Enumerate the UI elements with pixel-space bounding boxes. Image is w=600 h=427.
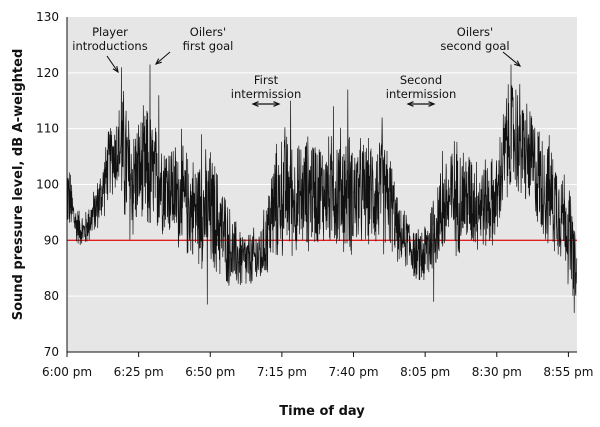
arrowhead (514, 60, 522, 67)
x-tick-label: 6:50 pm (185, 365, 235, 379)
annotation-text: First (254, 73, 279, 87)
annotation: Oilers'first goal (154, 25, 234, 65)
x-tick-label: 8:55 pm (543, 365, 593, 379)
y-tick-label: 80 (44, 289, 59, 303)
axes (66, 17, 577, 353)
annotation-text: Second (400, 73, 442, 87)
sound-level-series-line (66, 64, 578, 313)
y-tick-label: 110 (36, 122, 59, 136)
x-tick-label: 6:00 pm (42, 365, 92, 379)
arrowhead (406, 101, 414, 107)
y-tick-label: 120 (36, 66, 59, 80)
x-axis-title: Time of day (279, 404, 365, 419)
x-tick-labels: 6:00 pm 6:25 pm 6:50 pm 7:15 pm 7:40 pm 8:05 … (42, 352, 593, 379)
y-tick-label: 100 (36, 178, 59, 192)
annotation-text: first goal (183, 39, 234, 53)
x-tick-label: 7:40 pm (328, 365, 378, 379)
annotation-arrow (502, 51, 521, 67)
annotation-arrow (106, 55, 119, 73)
x-tick-label: 7:15 pm (257, 365, 307, 379)
annotation-text: Player (92, 25, 128, 39)
arrowhead (154, 58, 162, 65)
y-tick-label: 70 (44, 345, 59, 359)
arrowhead (251, 101, 259, 107)
x-tick-label: 8:30 pm (472, 365, 522, 379)
annotation-text: intermission (231, 87, 302, 101)
arrowhead (428, 101, 436, 107)
annotation-text: introductions (72, 39, 147, 53)
arrowhead (273, 101, 281, 107)
arrowhead (112, 66, 119, 74)
annotation: Oilers'second goal (440, 25, 522, 67)
x-tick-label: 8:05 pm (400, 365, 450, 379)
y-tick-labels: 70 80 90 100 110 120 130 (36, 10, 59, 359)
y-axis-title: Sound pressure level, dB A-weighted (11, 49, 26, 321)
annotation-text: second goal (440, 39, 509, 53)
annotation-text: Oilers' (457, 25, 493, 39)
x-tick-label: 6:25 pm (114, 365, 164, 379)
annotation-arrow (155, 51, 171, 65)
annotation-text: Oilers' (190, 25, 226, 39)
y-tick-label: 130 (36, 10, 59, 24)
y-tick-label: 90 (44, 233, 59, 247)
annotation-text: intermission (386, 87, 457, 101)
